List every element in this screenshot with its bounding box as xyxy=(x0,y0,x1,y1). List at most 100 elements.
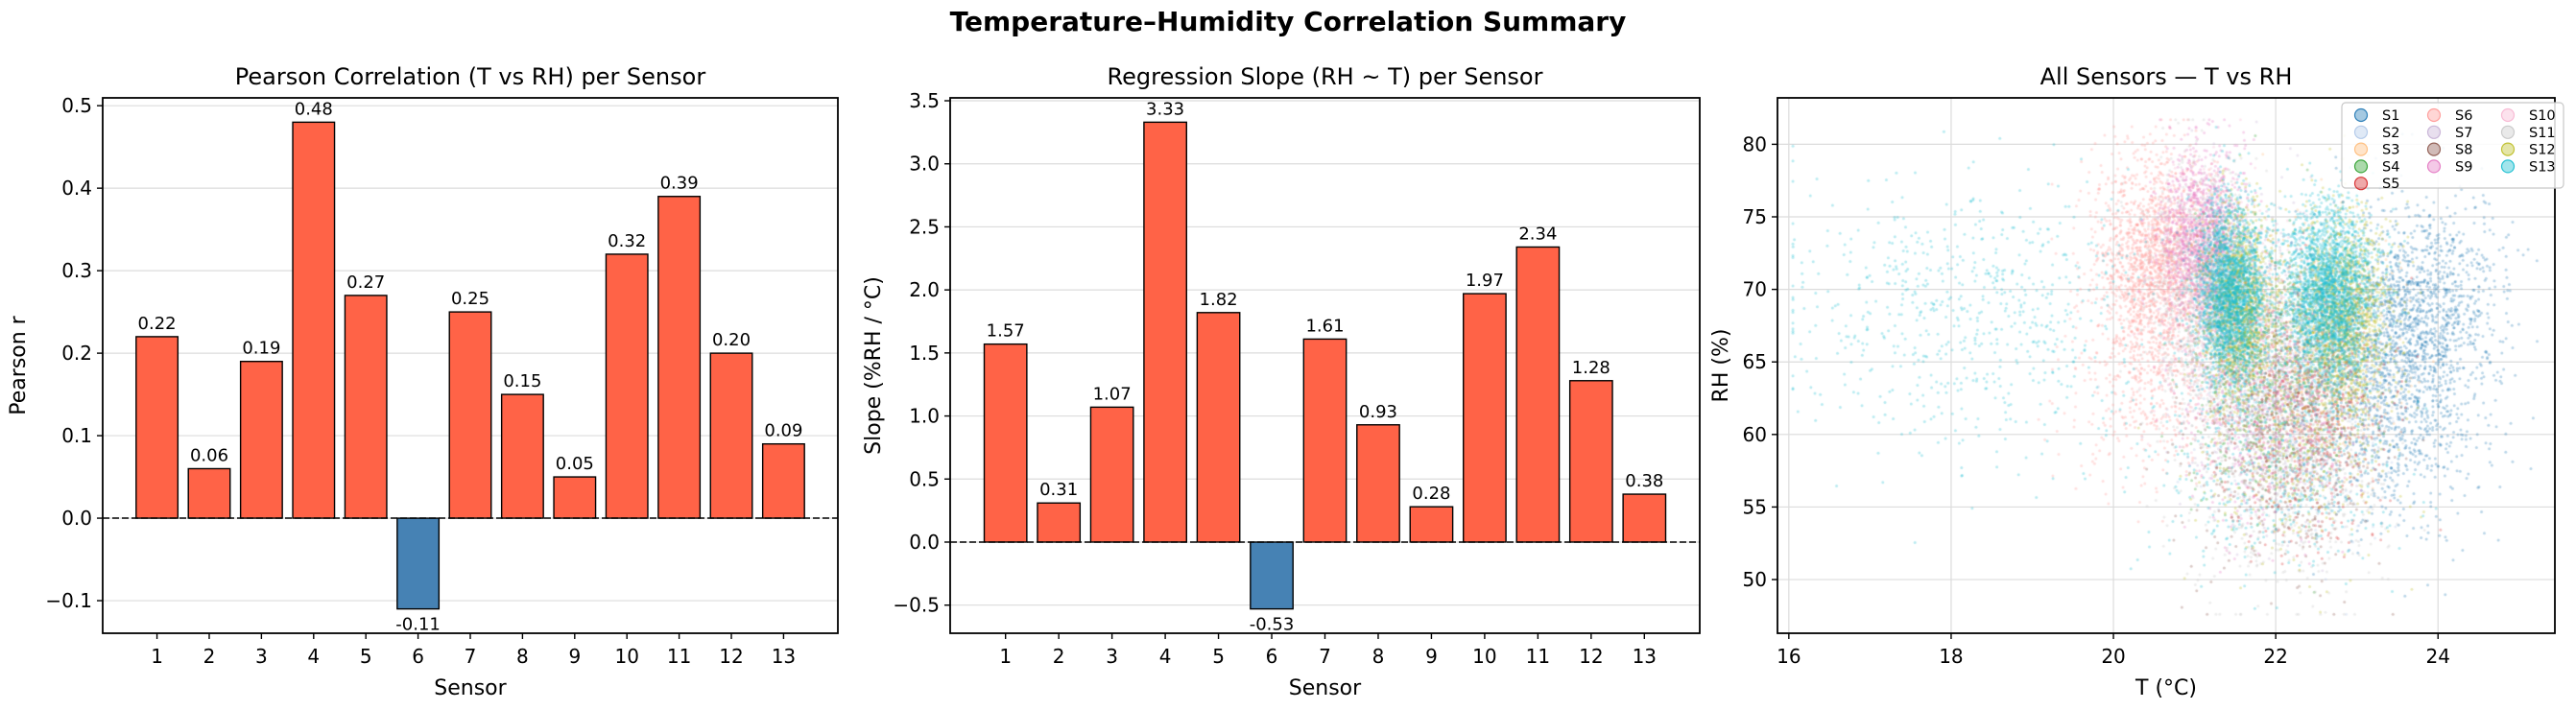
bar-sensor-12 xyxy=(1568,380,1613,543)
x-tick-label: 10 xyxy=(614,645,638,668)
axis-ylabel: Pearson r xyxy=(7,315,31,414)
bar-value-label: 1.61 xyxy=(1305,316,1344,336)
legend-item-S8: S8 xyxy=(2426,142,2472,158)
bar-value-label: 0.09 xyxy=(764,421,802,441)
bar-value-label: 0.19 xyxy=(242,339,280,359)
legend-label: S2 xyxy=(2382,126,2399,141)
y-tick-label: 70 xyxy=(1743,278,1767,301)
legend-marker-S1 xyxy=(2353,107,2369,123)
x-tick-label: 2 xyxy=(203,645,216,668)
bar-sensor-4 xyxy=(292,121,336,519)
bar-sensor-1 xyxy=(983,343,1028,543)
axis-xlabel: Sensor xyxy=(434,676,507,700)
y-tick-label: −0.1 xyxy=(45,589,92,612)
legend-marker-S9 xyxy=(2426,159,2442,174)
x-tick-label: 1 xyxy=(151,645,163,668)
y-tick-label: 0.0 xyxy=(61,507,92,530)
legend-marker-S2 xyxy=(2353,125,2369,139)
bar-sensor-5 xyxy=(344,295,388,519)
bar-sensor-9 xyxy=(1409,506,1454,543)
y-tick-label: 0.4 xyxy=(61,177,92,200)
bar-sensor-7 xyxy=(1302,338,1348,543)
legend-item-S9: S9 xyxy=(2426,159,2472,175)
y-tick-label: 0.3 xyxy=(61,259,92,282)
legend-marker-S6 xyxy=(2426,107,2442,123)
legend-label: S13 xyxy=(2529,159,2556,175)
y-tick-label: 0.0 xyxy=(909,531,940,554)
bar-value-label: 0.25 xyxy=(451,289,489,309)
bar-value-label: 0.48 xyxy=(295,99,333,119)
y-tick-label: 55 xyxy=(1743,495,1767,518)
x-tick-label: 16 xyxy=(1777,645,1801,668)
bar-value-label: 0.27 xyxy=(346,272,385,293)
legend-item-S7: S7 xyxy=(2426,125,2472,141)
y-tick-label: 0.5 xyxy=(909,467,940,490)
legend-marker-S7 xyxy=(2426,125,2442,139)
x-tick-label: 8 xyxy=(516,645,529,668)
bar-value-label: 0.32 xyxy=(608,231,646,251)
bar-value-label: 0.06 xyxy=(190,445,228,465)
x-tick-label: 18 xyxy=(1939,645,1963,668)
x-tick-label: 12 xyxy=(1579,645,1603,668)
x-tick-label: 11 xyxy=(1526,645,1550,668)
legend-marker-S12 xyxy=(2500,142,2516,156)
bar-value-label: 0.31 xyxy=(1039,480,1078,500)
legend-item-S13: S13 xyxy=(2500,159,2556,175)
legend-marker-S10 xyxy=(2500,107,2516,123)
legend-item-S5: S5 xyxy=(2353,177,2399,192)
legend-label: S8 xyxy=(2455,143,2472,158)
y-tick-label: 60 xyxy=(1743,423,1767,446)
bar-sensor-1 xyxy=(135,336,179,519)
x-tick-label: 2 xyxy=(1053,645,1065,668)
bar-sensor-8 xyxy=(1356,424,1400,543)
x-tick-label: 20 xyxy=(2101,645,2125,668)
bar-value-label: 1.57 xyxy=(987,321,1025,342)
bar-sensor-13 xyxy=(1622,493,1667,543)
bar-value-label: -0.53 xyxy=(1250,615,1295,635)
y-tick-label: 1.5 xyxy=(909,342,940,365)
bar-value-label: 1.82 xyxy=(1200,290,1238,310)
regression-slope-bar-chart: 1.570.311.073.331.82-0.531.610.930.281.9… xyxy=(862,63,1701,700)
x-tick-label: 12 xyxy=(719,645,743,668)
bar-sensor-6 xyxy=(1250,541,1294,610)
y-tick-label: 75 xyxy=(1743,205,1767,228)
legend-item-S12: S12 xyxy=(2500,142,2556,158)
bar-sensor-12 xyxy=(709,352,753,519)
legend-item-S10: S10 xyxy=(2500,107,2556,124)
bar-sensor-11 xyxy=(657,196,702,519)
x-tick-label: 5 xyxy=(360,645,372,668)
x-tick-label: 11 xyxy=(667,645,691,668)
y-tick-label: 0.2 xyxy=(61,342,92,365)
legend-label: S5 xyxy=(2382,177,2399,192)
bar-value-label: 3.33 xyxy=(1146,99,1184,119)
legend-item-S4: S4 xyxy=(2353,159,2399,175)
legend-label: S7 xyxy=(2455,126,2472,141)
legend-item-S6: S6 xyxy=(2426,107,2472,124)
legend-label: S6 xyxy=(2455,108,2472,124)
y-tick-label: 50 xyxy=(1743,568,1767,591)
legend-label: S1 xyxy=(2382,108,2399,124)
y-tick-label: 0.1 xyxy=(61,424,92,447)
bar-value-label: 1.28 xyxy=(1572,358,1610,378)
legend-marker-S4 xyxy=(2353,159,2369,174)
bar-sensor-4 xyxy=(1143,121,1187,543)
x-tick-label: 6 xyxy=(412,645,424,668)
legend-label: S9 xyxy=(2455,159,2472,175)
x-tick-label: 24 xyxy=(2426,645,2450,668)
bar-value-label: 1.07 xyxy=(1093,384,1132,404)
x-tick-label: 9 xyxy=(1425,645,1438,668)
bar-value-label: 0.38 xyxy=(1625,471,1663,491)
bar-value-label: 0.15 xyxy=(503,371,541,391)
bar-sensor-2 xyxy=(187,467,231,519)
chart-title: All Sensors — T vs RH xyxy=(2040,63,2293,90)
y-tick-label: 2.5 xyxy=(909,215,940,238)
legend-marker-S3 xyxy=(2353,142,2369,156)
x-tick-label: 3 xyxy=(1106,645,1118,668)
axis-xlabel: Sensor xyxy=(1289,676,1362,700)
y-tick-label: 65 xyxy=(1743,350,1767,373)
x-tick-label: 4 xyxy=(1159,645,1172,668)
bar-value-label: 1.97 xyxy=(1466,271,1504,291)
legend-marker-S5 xyxy=(2353,177,2369,191)
y-tick-label: 3.5 xyxy=(909,89,940,112)
bar-sensor-3 xyxy=(239,361,283,519)
